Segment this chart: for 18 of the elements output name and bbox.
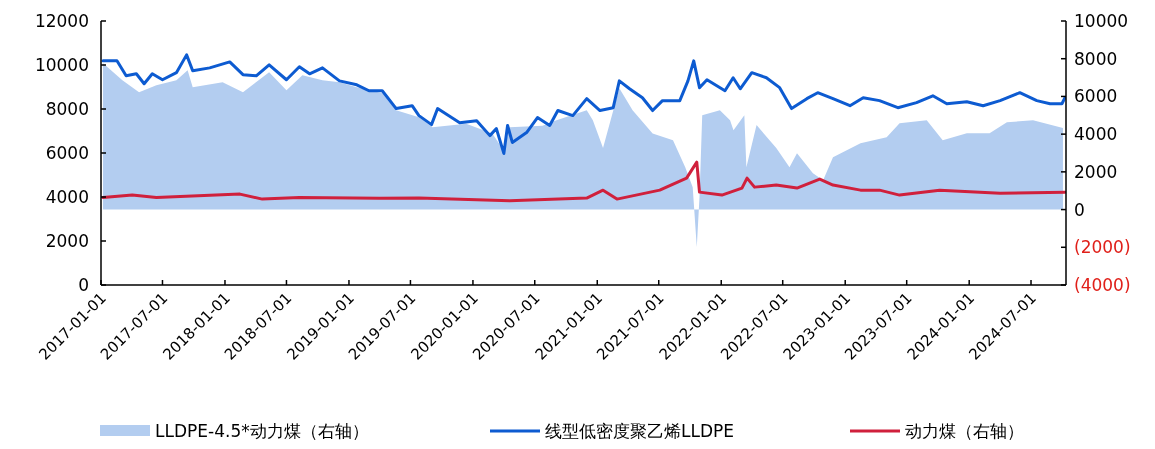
y2-tick-label: 0 <box>1074 199 1085 220</box>
y-tick-label: 6000 <box>45 143 89 163</box>
y-tick-label: 4000 <box>45 187 89 207</box>
y-tick-label: 12000 <box>34 11 89 31</box>
y-tick-label: 0 <box>78 275 89 295</box>
legend-label: 动力煤（右轴） <box>905 421 1024 441</box>
y2-tick-label: 4000 <box>1074 124 1118 145</box>
y2-tick-label: (2000) <box>1074 237 1131 258</box>
legend-label: LLDPE-4.5*动力煤（右轴） <box>155 421 369 441</box>
y2-tick-label: 8000 <box>1074 48 1118 69</box>
legend-label: 线型低密度聚乙烯LLDPE <box>545 421 735 441</box>
y-tick-label: 2000 <box>45 231 89 251</box>
y2-tick-label: 10000 <box>1074 11 1129 31</box>
y-tick-label: 10000 <box>34 55 89 75</box>
y2-tick-label: 6000 <box>1074 86 1118 107</box>
y-tick-label: 8000 <box>45 99 89 119</box>
y2-tick-label: (4000) <box>1074 275 1131 295</box>
y2-tick-label: 2000 <box>1074 161 1118 182</box>
